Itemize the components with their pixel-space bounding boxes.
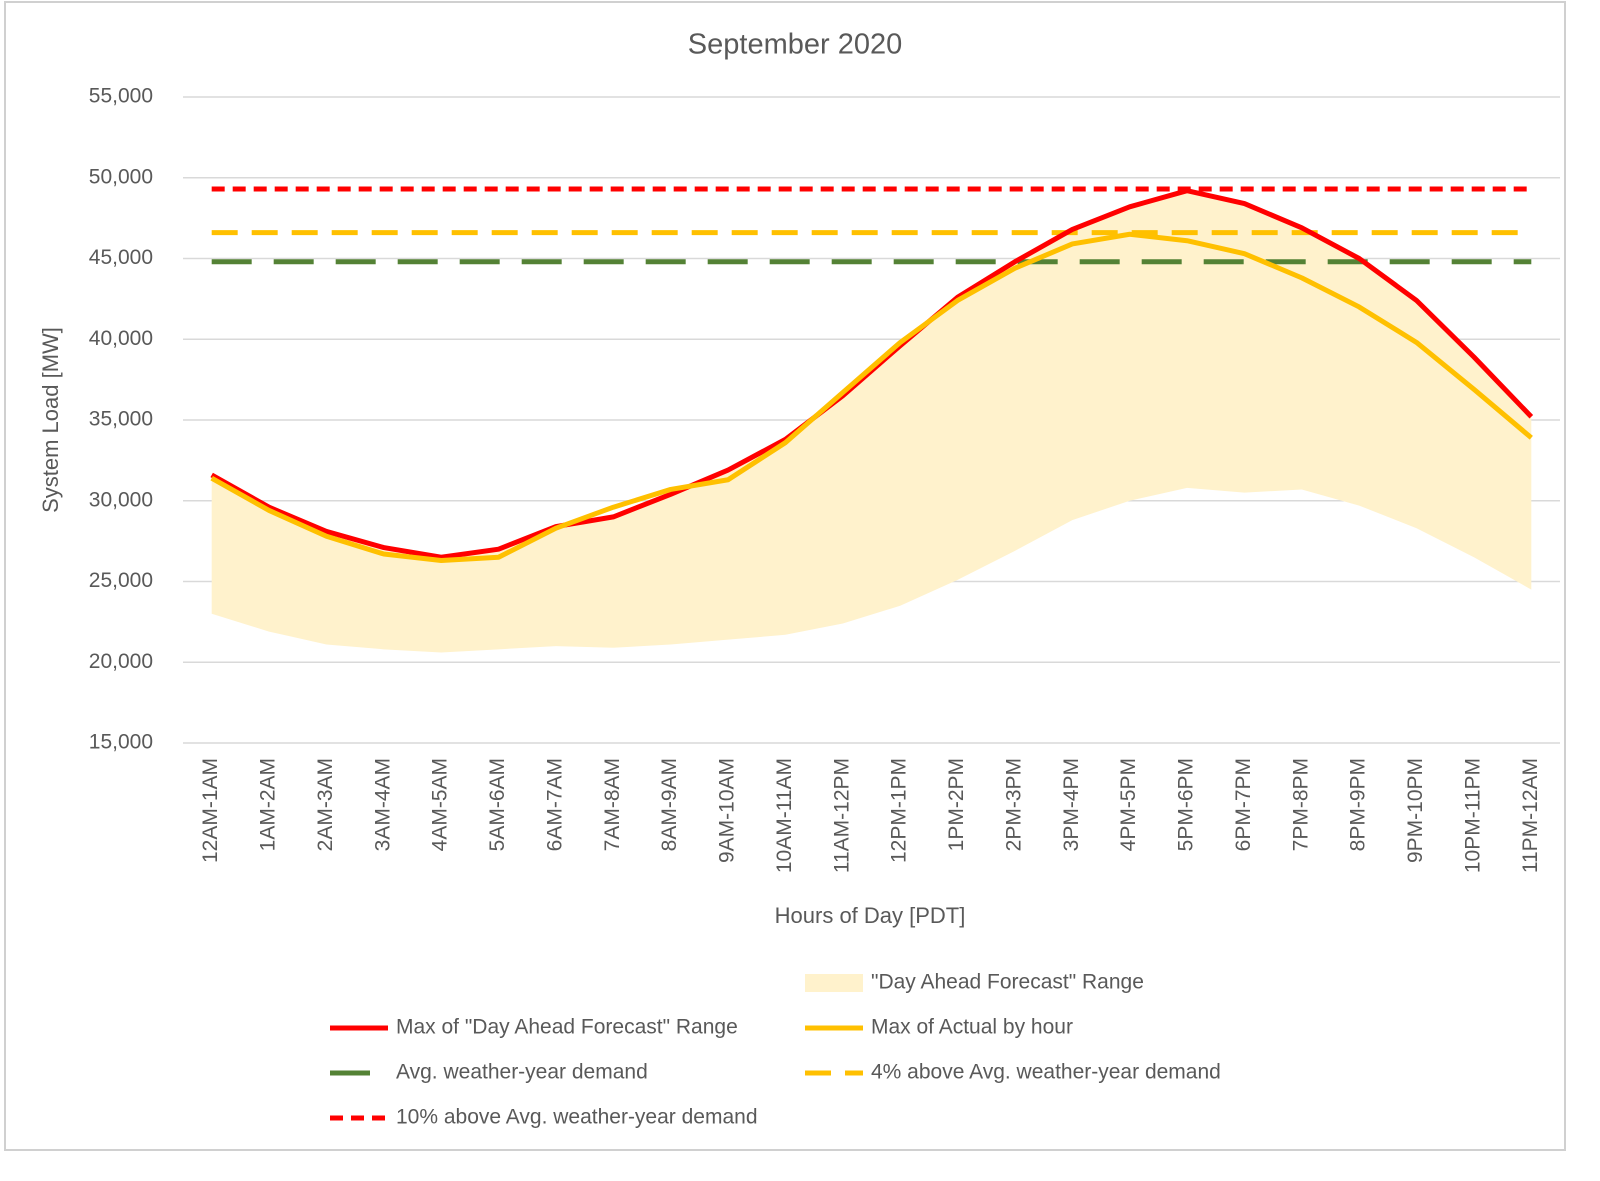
y-tick-label: 40,000 xyxy=(89,327,153,350)
y-tick-label: 15,000 xyxy=(89,731,153,754)
y-tick-label: 30,000 xyxy=(89,488,153,511)
x-tick-label: 2PM-3PM xyxy=(1002,758,1025,851)
x-tick-label: 12AM-1AM xyxy=(199,758,222,863)
y-tick-label: 45,000 xyxy=(89,246,153,269)
y-tick-label: 20,000 xyxy=(89,650,153,673)
x-tick-label: 9PM-10PM xyxy=(1404,758,1427,863)
x-tick-label: 1PM-2PM xyxy=(945,758,968,851)
x-tick-label: 7PM-8PM xyxy=(1289,758,1312,851)
x-tick-label: 12PM-1PM xyxy=(888,758,911,863)
x-tick-label: 10PM-11PM xyxy=(1461,758,1484,873)
x-tick-label: 6AM-7AM xyxy=(543,758,566,851)
legend-label: 4% above Avg. weather-year demand xyxy=(871,1061,1221,1084)
x-tick-label: 8AM-9AM xyxy=(658,758,681,851)
y-tick-label: 55,000 xyxy=(89,85,153,108)
line xyxy=(210,231,1533,564)
legend-swatch xyxy=(805,974,863,992)
x-tick-label: 7AM-8AM xyxy=(601,758,624,851)
y-axis-label: System Load [MW] xyxy=(38,327,63,513)
legend-label: Max of "Day Ahead Forecast" Range xyxy=(396,1016,738,1039)
legend-label: Avg. weather-year demand xyxy=(396,1061,648,1084)
x-tick-label: 5PM-6PM xyxy=(1175,758,1198,851)
legend-label: "Day Ahead Forecast" Range xyxy=(871,971,1144,994)
x-tick-label: 11AM-12PM xyxy=(830,758,853,873)
x-tick-label: 4AM-5AM xyxy=(429,758,452,851)
x-tick-label: 9AM-10AM xyxy=(716,758,739,863)
legend-label: 10% above Avg. weather-year demand xyxy=(396,1106,758,1129)
x-tick-label: 6PM-7PM xyxy=(1232,758,1255,851)
x-axis-label: Hours of Day [PDT] xyxy=(775,903,966,928)
chart-title: September 2020 xyxy=(688,29,902,61)
x-tick-label: 3AM-4AM xyxy=(371,758,394,851)
x-tick-label: 11PM-12AM xyxy=(1519,758,1542,873)
x-tick-label: 8PM-9PM xyxy=(1347,758,1370,851)
x-tick-label: 5AM-6AM xyxy=(486,758,509,851)
y-tick-label: 50,000 xyxy=(89,165,153,188)
x-tick-label: 1AM-2AM xyxy=(257,758,280,851)
x-tick-label: 3PM-4PM xyxy=(1060,758,1083,851)
legend-label: Max of Actual by hour xyxy=(871,1016,1073,1039)
y-tick-label: 25,000 xyxy=(89,569,153,592)
x-tick-label: 2AM-3AM xyxy=(314,758,337,851)
y-tick-label: 35,000 xyxy=(89,408,153,431)
x-tick-label: 10AM-11AM xyxy=(773,758,796,873)
x-tick-label: 4PM-5PM xyxy=(1117,758,1140,851)
